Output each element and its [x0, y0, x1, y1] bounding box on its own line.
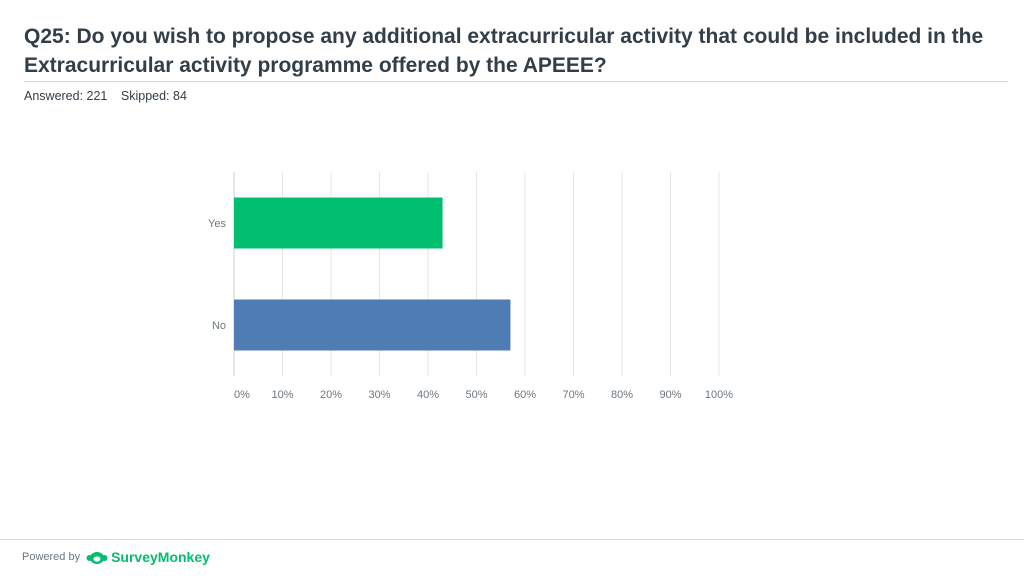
bar-no — [234, 299, 511, 351]
skipped-count: Skipped: 84 — [120, 89, 187, 103]
response-stats: Answered: 221 Skipped: 84 — [24, 89, 197, 103]
title-divider — [24, 81, 1008, 82]
category-label-yes: Yes — [208, 218, 226, 230]
footer: Powered by SurveyMonkey — [22, 549, 210, 565]
x-tick-label-1: 10% — [271, 389, 293, 401]
surveymonkey-logo-icon — [86, 552, 108, 564]
x-tick-label-5: 50% — [465, 389, 487, 401]
x-tick-label-7: 70% — [562, 389, 584, 401]
brand-name: SurveyMonkey — [111, 549, 210, 565]
x-tick-label-6: 60% — [514, 389, 536, 401]
question-title: Q25: Do you wish to propose any addition… — [24, 25, 984, 77]
category-label-no: No — [212, 320, 226, 332]
x-tick-label-3: 30% — [368, 389, 390, 401]
x-tick-label-0: 0% — [234, 389, 250, 401]
x-tick-label-2: 20% — [320, 389, 342, 401]
x-tick-label-4: 40% — [417, 389, 439, 401]
footer-divider — [0, 539, 1024, 540]
x-tick-label-8: 80% — [611, 389, 633, 401]
x-tick-label-10: 100% — [705, 389, 733, 401]
response-bar-chart: 0% 10% 20% 30% 40% 50% 60% 70% 80% 90% 100% Yes No — [208, 172, 733, 401]
bar-yes — [234, 197, 443, 249]
brand-link[interactable]: SurveyMonkey — [86, 549, 210, 565]
answered-count: Answered: 221 — [24, 89, 108, 103]
x-tick-label-9: 90% — [659, 389, 681, 401]
powered-by-label: Powered by — [22, 551, 81, 563]
